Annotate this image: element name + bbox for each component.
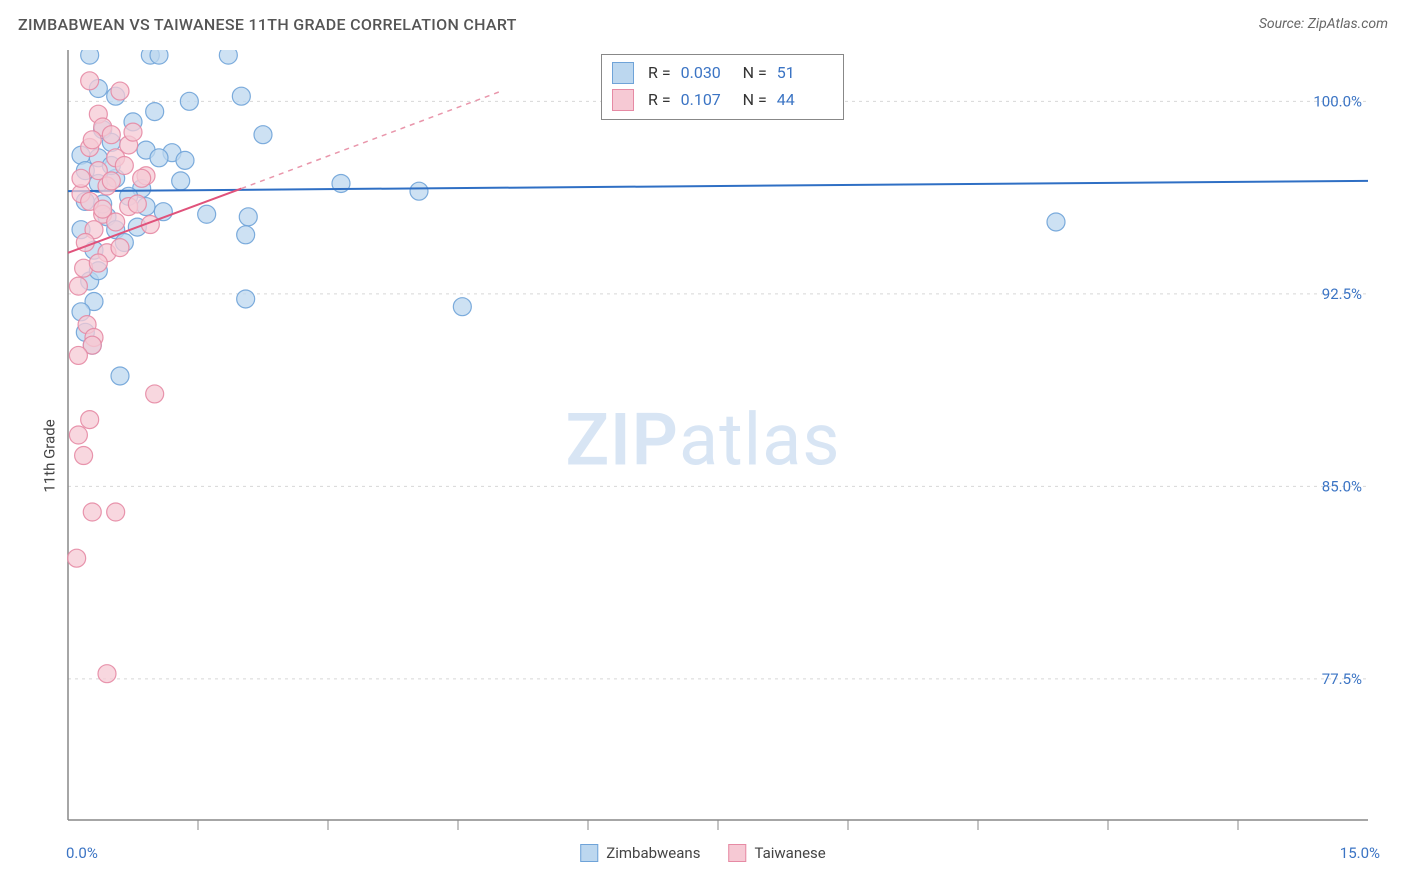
svg-text:100.0%: 100.0% [1313,92,1362,110]
source-label: Source: ZipAtlas.com [1259,16,1388,32]
correlation-stats-box: R =0.030N =51R =0.107N =44 [601,54,844,120]
legend-swatch [580,844,598,862]
legend-swatch [612,62,634,84]
chart-title: ZIMBABWEAN VS TAIWANESE 11TH GRADE CORRE… [18,15,517,34]
bottom-legend: Zimbabweans Taiwanese [580,844,826,862]
legend-swatch [612,89,634,111]
chart-area: 11th Grade 100.0%92.5%85.0%77.5% ZIPatla… [18,50,1388,862]
svg-text:77.5%: 77.5% [1322,670,1362,688]
stat-row: R =0.030N =51 [612,59,829,86]
stat-row: R =0.107N =44 [612,86,829,113]
svg-text:85.0%: 85.0% [1322,477,1362,495]
legend-swatch [728,844,746,862]
svg-text:92.5%: 92.5% [1322,285,1362,303]
legend-item: Zimbabweans [580,844,700,862]
x-axis-min-label: 0.0% [66,844,98,862]
y-axis-label: 11th Grade [41,419,59,492]
scatter-plot: 100.0% 92.5% 85.0% 77.5% [18,50,1388,860]
x-axis-max-label: 15.0% [1340,844,1380,862]
legend-item: Taiwanese [728,844,825,862]
